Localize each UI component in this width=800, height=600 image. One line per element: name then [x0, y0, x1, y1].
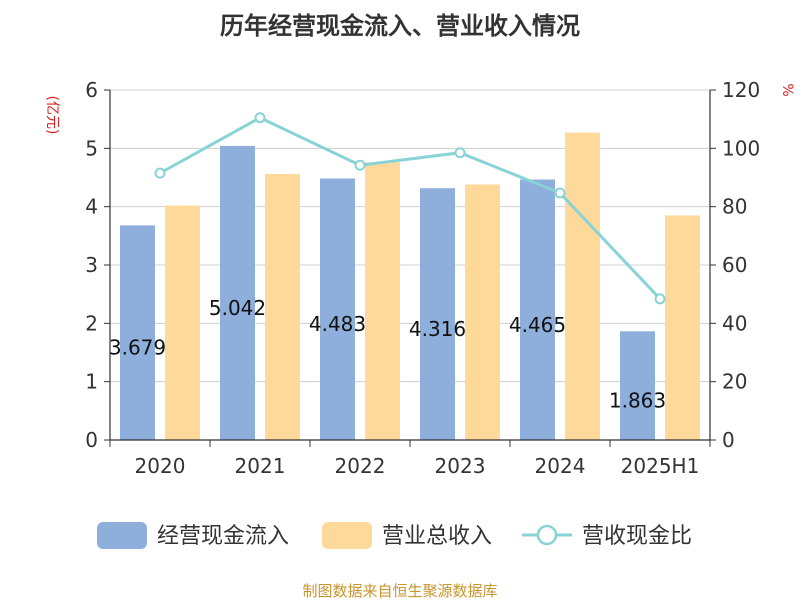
ratio-point [454, 147, 466, 159]
x-tick-label: 2020 [135, 454, 186, 478]
bar-revenue [365, 162, 400, 441]
ratio-line [154, 112, 666, 305]
y-right-tick-label: 20 [722, 370, 747, 394]
bar-cash-inflow [120, 225, 155, 440]
y-left-tick-label: 3 [85, 253, 98, 277]
legend-swatch [322, 522, 372, 549]
bar-cash-inflow [220, 145, 255, 440]
bar-revenue [165, 205, 200, 440]
legend-label: 营业总收入 [382, 524, 492, 549]
ratio-point [654, 293, 666, 305]
y-left-tick-label: 5 [85, 136, 98, 160]
y-left-tick-label: 0 [85, 428, 98, 452]
bar-cash-inflow [420, 188, 455, 440]
y-left-tick-label: 6 [85, 78, 98, 102]
bar-data-label: 4.465 [509, 313, 566, 337]
chart-title: 历年经营现金流入、营业收入情况 [220, 12, 580, 40]
bar-data-label: 4.483 [309, 312, 366, 336]
bar-revenue [265, 174, 300, 440]
ratio-point [254, 112, 266, 124]
bar-data-label: 1.863 [609, 389, 666, 413]
y-left-unit: (亿元) [44, 96, 60, 135]
legend: 经营现金流入 营业总收入 营收现金比 [97, 522, 692, 549]
bar-cash-inflow [620, 331, 655, 440]
grid-lines [110, 89, 710, 441]
ratio-point [354, 159, 366, 171]
y-right-tick-label: 120 [722, 78, 760, 102]
y-right-tick-label: 80 [722, 195, 747, 219]
bar-cash-inflow [320, 178, 355, 440]
bar-revenue [465, 184, 500, 440]
y-right-tick-label: 40 [722, 311, 747, 335]
y-right-tick-label: 0 [722, 428, 735, 452]
bar-revenue [665, 215, 700, 440]
x-tick-label: 2025H1 [621, 454, 700, 478]
bar-data-label: 5.042 [209, 296, 266, 320]
y-right-tick-label: 100 [722, 136, 760, 160]
y-right-unit: % [779, 83, 795, 96]
x-tick-label: 2021 [235, 454, 286, 478]
y-right-tick-label: 60 [722, 253, 747, 277]
y-left-tick-label: 2 [85, 311, 98, 335]
bar-revenue [565, 132, 600, 441]
bars [120, 132, 700, 441]
bar-data-label: 4.316 [409, 317, 466, 341]
legend-marker [536, 524, 558, 546]
data-labels: 3.679 5.042 4.483 4.316 4.465 1.863 [109, 296, 666, 413]
legend-label: 经营现金流入 [157, 524, 289, 549]
x-tick-label: 2023 [435, 454, 486, 478]
x-tick-label: 2022 [335, 454, 386, 478]
ratio-point [554, 187, 566, 199]
source-note: 制图数据来自恒生聚源数据库 [302, 582, 497, 600]
legend-label: 营收现金比 [582, 524, 692, 549]
ratio-point [154, 167, 166, 179]
legend-swatch [97, 522, 147, 549]
y-left-tick-label: 4 [85, 195, 98, 219]
bar-cash-inflow [520, 179, 555, 440]
bar-data-label: 3.679 [109, 336, 166, 360]
x-tick-label: 2024 [535, 454, 586, 478]
y-left-tick-label: 1 [85, 370, 98, 394]
ratio-line-path [159, 116, 662, 300]
